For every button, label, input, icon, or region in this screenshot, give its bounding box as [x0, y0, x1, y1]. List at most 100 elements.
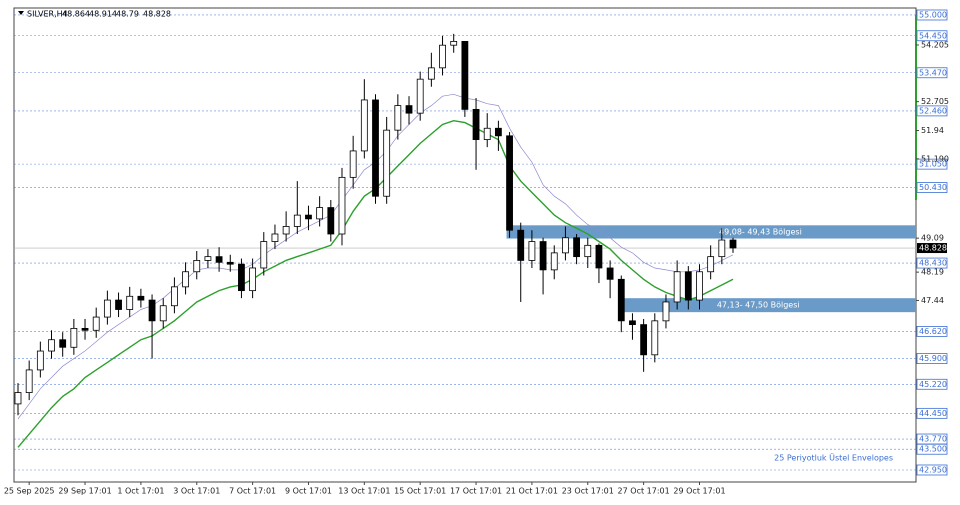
candle-body — [584, 244, 592, 258]
x-tick-label: 25 Sep 2025 — [4, 487, 55, 496]
candle-body — [70, 327, 78, 348]
candle-body — [115, 299, 122, 310]
candle-body — [539, 241, 547, 271]
candle-body — [249, 267, 257, 292]
header: SILVER,H4 — [18, 10, 68, 19]
candle-body — [550, 252, 558, 271]
level-label: 42.950 — [919, 465, 947, 474]
candle-body — [494, 127, 502, 137]
symbol: SILVER,H4 — [27, 10, 68, 19]
level-label: 45.220 — [919, 380, 947, 389]
candle-body — [260, 241, 268, 269]
candle-body — [640, 324, 648, 356]
candle-body — [528, 241, 536, 261]
last-price-label: 48.828 — [919, 244, 947, 253]
zone — [618, 298, 916, 313]
candle-body — [651, 320, 659, 356]
level-label: 43.770 — [919, 435, 947, 444]
candle-body — [696, 271, 703, 301]
candle-body — [25, 369, 33, 393]
candle-body — [159, 305, 167, 322]
candle-body — [506, 135, 513, 231]
x-tick-label: 15 Oct 17:01 — [394, 487, 446, 496]
header-value: 48.79 — [116, 10, 139, 19]
candle-body — [182, 271, 189, 288]
zone-label: 47,13- 47,50 Bölgesi — [717, 301, 800, 310]
candle-body — [472, 108, 480, 140]
level-label: 43.500 — [919, 445, 947, 454]
candle-body — [606, 267, 614, 280]
level-label: 51.050 — [919, 160, 947, 169]
level-box — [916, 443, 948, 455]
x-tick-label: 21 Oct 17:01 — [506, 487, 558, 496]
zone-label: 49,08- 49,43 Bölgesi — [719, 227, 802, 236]
candle-body — [662, 301, 670, 322]
candle-body — [573, 237, 580, 258]
level-label: 52.460 — [919, 106, 947, 115]
level-box — [916, 257, 948, 269]
x-tick-label: 23 Oct 17:01 — [562, 487, 614, 496]
candle-body — [338, 176, 346, 235]
level-label: 50.430 — [919, 183, 947, 192]
level-box — [916, 182, 948, 193]
candle-body — [271, 233, 279, 242]
zone — [506, 225, 916, 239]
candle-body — [416, 78, 424, 114]
candle-body — [673, 271, 681, 303]
candle-body — [238, 263, 245, 292]
level-label: 44.450 — [919, 409, 947, 418]
y-tick-label: 54.205 — [921, 41, 949, 50]
x-tick-label: 27 Oct 17:01 — [618, 487, 670, 496]
candle-body — [394, 105, 402, 131]
candle-body — [372, 99, 379, 197]
candle-body — [92, 316, 100, 331]
last-price-box — [917, 243, 947, 254]
candle-body — [215, 256, 223, 263]
level-label: 46.620 — [919, 327, 947, 336]
candle-body — [684, 271, 692, 301]
x-tick-label: 13 Oct 17:01 — [338, 487, 390, 496]
candle-body — [517, 229, 525, 261]
x-tick-label: 29 Oct 17:01 — [673, 487, 725, 496]
candle-body — [427, 67, 435, 80]
candle-body — [103, 299, 111, 318]
candle-body — [14, 392, 22, 405]
candle-body — [483, 127, 491, 140]
level-box — [916, 9, 948, 21]
candle-body — [405, 105, 413, 114]
y-tick-label: 49.09 — [921, 234, 944, 243]
candle-body — [617, 278, 625, 322]
x-tick-label: 29 Sep 17:01 — [58, 487, 111, 496]
y-tick-label: 52.705 — [921, 97, 949, 106]
level-box — [916, 378, 948, 390]
level-label: 45.900 — [919, 354, 947, 363]
level-label: 48.430 — [919, 259, 947, 268]
level-box — [916, 326, 948, 337]
level-label: 53.470 — [919, 68, 947, 77]
candle-body — [148, 299, 156, 322]
candle-body — [48, 339, 55, 352]
level-label: 54.450 — [919, 31, 947, 40]
candle-body — [137, 295, 145, 301]
level-box — [916, 464, 948, 476]
candle-body — [461, 41, 469, 110]
y-tick-label: 48.19 — [921, 268, 944, 277]
candle-body — [193, 260, 201, 273]
level-label: 55.000 — [919, 10, 947, 19]
candle-body — [327, 207, 335, 235]
x-tick-label: 3 Oct 17:01 — [173, 487, 220, 496]
candle-body — [562, 237, 569, 254]
candle-body — [81, 327, 89, 331]
header-arrow — [18, 11, 24, 15]
level-box — [916, 105, 948, 117]
header-value: 48.914 — [89, 10, 117, 19]
header-value: 48.864 — [62, 10, 90, 19]
x-tick-label: 9 Oct 17:01 — [285, 487, 332, 496]
candle-body — [226, 261, 234, 265]
candle-body — [360, 99, 368, 152]
level-box — [916, 67, 948, 79]
candle-body — [36, 350, 44, 371]
candle-body — [59, 339, 67, 348]
